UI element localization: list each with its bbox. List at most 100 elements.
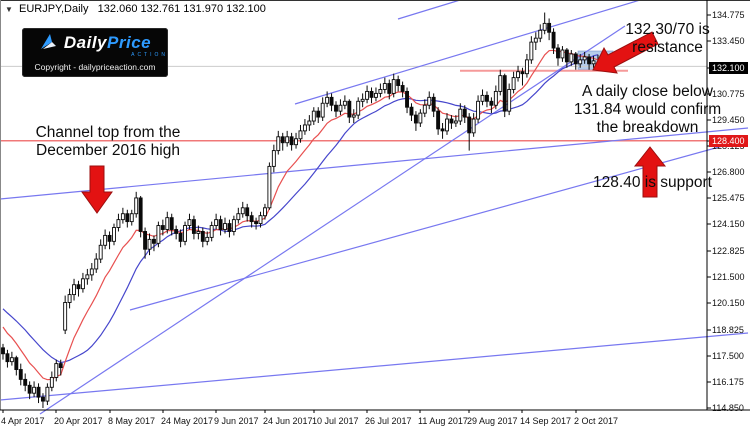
candle-body — [458, 108, 463, 122]
candle-body — [143, 231, 148, 250]
candle-body — [413, 114, 418, 124]
candle-body — [560, 49, 565, 59]
red-up-arrow-icon — [633, 146, 667, 198]
date-axis-label: 9 Jun 2017 — [214, 416, 259, 426]
candle-body — [542, 22, 547, 31]
candle-body — [547, 22, 552, 33]
support-price-badge: 128.400 — [709, 134, 748, 147]
price-axis-label: 121.500 — [712, 272, 745, 282]
candle-body — [511, 77, 516, 90]
candle-body — [347, 100, 352, 118]
candle-body — [485, 94, 489, 102]
candle-body — [72, 284, 76, 296]
price-axis-label: 133.450 — [712, 36, 745, 46]
candle-body — [529, 41, 534, 61]
candle-body — [316, 110, 321, 118]
upper-channel-line-2 — [397, 0, 461, 20]
candle-body — [298, 130, 303, 140]
candle-body — [449, 118, 454, 124]
candle-body — [160, 225, 165, 230]
candle-body — [480, 94, 485, 102]
candle-body — [152, 238, 156, 244]
candle-body — [169, 217, 174, 230]
steep-support-broken — [39, 25, 626, 415]
candle-body — [502, 75, 507, 112]
candle-body — [302, 124, 307, 132]
candle-body — [578, 59, 583, 65]
upper-channel-line — [294, 0, 641, 105]
candle-body — [249, 215, 254, 223]
price-axis-label: 124.150 — [712, 219, 745, 229]
candle-body — [183, 225, 187, 242]
chart-header: ▼ EURJPY,Daily 132.060 132.761 131.970 1… — [5, 3, 266, 15]
candle-body — [231, 219, 236, 232]
price-axis-label: 114.850 — [712, 403, 744, 413]
candle-body — [276, 136, 281, 152]
annotation-channel-top: Channel top from the December 2016 high — [35, 124, 181, 159]
candle-body — [556, 47, 560, 59]
price-axis-label: 126.800 — [712, 167, 745, 177]
candle-body — [489, 100, 494, 106]
candle-body — [103, 234, 108, 246]
candle-body — [254, 221, 259, 225]
candle-body — [431, 96, 436, 112]
candle-body — [351, 114, 356, 118]
logo-copyright: Copyright - dailypriceaction.com — [34, 62, 156, 72]
red-diagonal-arrow-icon — [592, 31, 659, 74]
candle-body — [498, 75, 503, 92]
candle-body — [405, 90, 409, 108]
red-down-arrow-icon — [81, 165, 113, 214]
slow-ma-line — [2, 54, 599, 364]
price-axis-label: 134.775 — [712, 10, 745, 20]
candle-body — [587, 56, 592, 65]
candle-body — [227, 223, 232, 232]
candle-body — [533, 37, 538, 43]
date-axis-label: 8 May 2017 — [108, 416, 156, 426]
candle-body — [342, 100, 347, 106]
price-axis-label: 130.775 — [712, 89, 745, 99]
date-axis-label: 24 May 2017 — [161, 416, 214, 426]
price-axis-label: 125.475 — [712, 193, 745, 203]
candle-body — [129, 213, 134, 223]
candle-body — [223, 223, 227, 230]
candle-body — [258, 215, 263, 225]
channel-top-from-dec-2016 — [0, 127, 749, 200]
candle-body — [311, 110, 316, 122]
annotation-resistance: 132.30/70 is resistance — [625, 21, 710, 56]
long-term-lower-line — [0, 332, 749, 401]
candle-body — [334, 104, 338, 112]
candle-body — [538, 29, 543, 39]
candle-body — [520, 71, 525, 75]
date-axis-label: 26 Jul 2017 — [365, 416, 412, 426]
candle-body — [440, 128, 445, 132]
candle-body — [191, 219, 196, 234]
annotation-support: 128.40 is support — [593, 174, 712, 191]
date-axis-label: 14 Sep 2017 — [520, 416, 572, 426]
candle-body — [1, 347, 5, 355]
candle-body — [365, 90, 370, 100]
candle-body — [245, 207, 250, 217]
candle-body — [271, 150, 276, 167]
logo-text-price: Price — [107, 32, 152, 52]
candle-body — [156, 225, 161, 244]
candle-body — [120, 213, 125, 221]
candle-body — [436, 110, 441, 130]
candle-body — [89, 268, 94, 276]
price-axis-label: 118.825 — [712, 325, 744, 335]
candle-body — [280, 136, 285, 144]
candle-body — [98, 244, 103, 260]
collapse-chart-icon[interactable]: ▼ — [5, 5, 13, 14]
price-axis-label: 129.450 — [712, 115, 745, 125]
candle-body — [307, 120, 312, 126]
candle-body — [507, 89, 512, 112]
candle-body — [85, 274, 90, 280]
candle-body — [138, 197, 143, 232]
candle-body — [493, 90, 498, 106]
date-axis-label: 10 Jul 2017 — [312, 416, 359, 426]
candle-body — [400, 85, 405, 92]
candle-body — [165, 217, 170, 230]
candle-body — [476, 100, 481, 120]
price-axis-label: 117.500 — [712, 351, 744, 361]
candle-body — [54, 363, 59, 378]
candle-body — [174, 229, 179, 234]
